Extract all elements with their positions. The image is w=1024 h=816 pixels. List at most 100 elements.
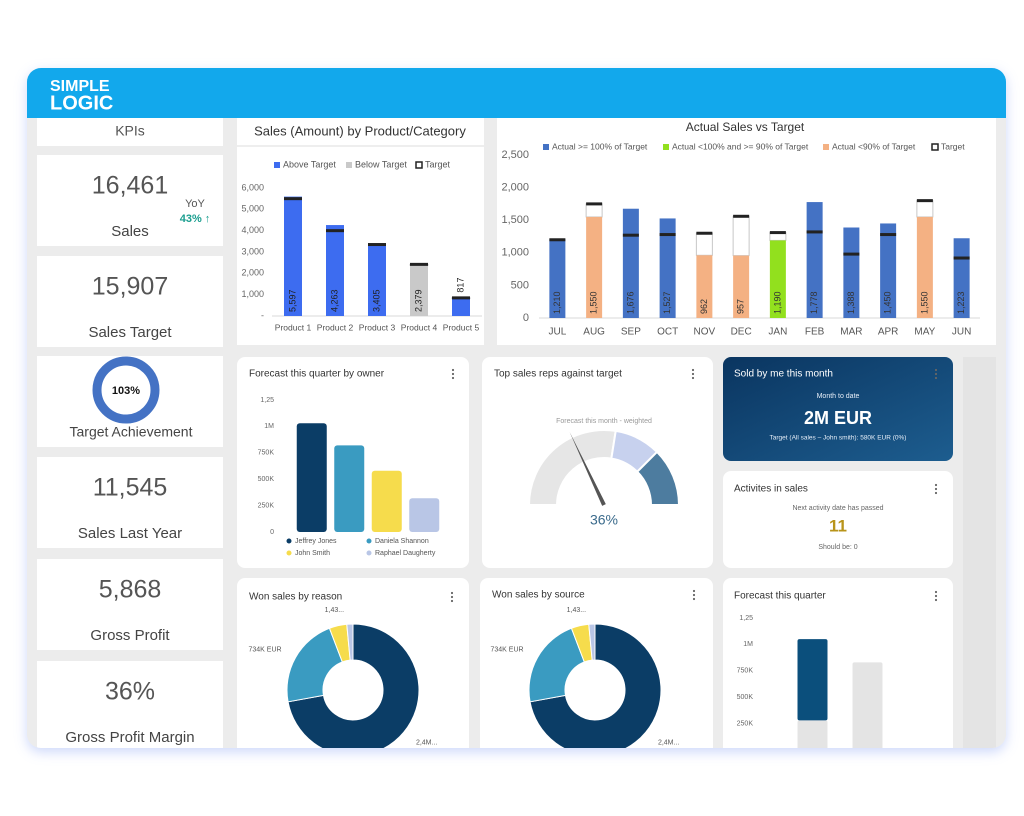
value-label: 1,676 [625,291,635,314]
bar [371,470,402,532]
y-tick-label: 2,000 [241,268,264,278]
kpi-label: Target Achievement [70,424,193,440]
panel [482,357,713,568]
menu-dot [934,594,938,598]
target-line [953,256,970,260]
legend-label: Jeffrey Jones [295,538,337,545]
chart-title: Actual Sales vs Target [686,120,805,134]
menu-button[interactable] [450,591,454,603]
menu-button[interactable] [934,368,938,380]
legend-label: Actual <90% of Target [832,141,916,151]
target-line [326,229,344,233]
y-tick-label: 250K [737,720,754,727]
kpi-label: Gross Profit [90,627,170,644]
kpi-label: Gross Profit Margin [65,729,194,746]
legend-label: Target [941,141,965,151]
donut-slice [529,623,662,748]
value-label: 1,190 [772,291,782,314]
menu-dot [934,372,938,376]
chart-title: Won sales by source [492,590,585,601]
x-tick-label: Product 3 [359,322,396,332]
x-tick-label: FEB [805,327,825,338]
chart-title: Top sales reps against target [494,369,622,380]
logo-top: SIMPLE [50,78,110,95]
panel [723,578,953,748]
menu-dot [692,589,696,593]
y-tick-label: 750K [258,450,275,457]
bar [452,298,470,316]
y-tick-label: 750K [737,668,754,675]
x-tick-label: NOV [694,327,716,338]
value-label: 1,527 [662,291,672,314]
menu-button[interactable] [934,483,938,495]
target-line [410,262,428,266]
kpi-value: 16,461 [92,172,168,200]
card-title: Sold by me this month [734,369,833,380]
y-tick-label: 1,000 [501,247,529,259]
value-label: 1,450 [883,291,893,314]
menu-dot [450,591,454,595]
y-tick-label: 4,000 [241,225,264,235]
slice-label: 734K EUR [248,647,281,654]
yoy-label: YoY [185,198,205,210]
kpi-label: Sales [111,223,149,240]
logo-bottom: LOGIC [50,92,113,114]
legend-label: John Smith [295,550,330,557]
kpi-value: 5,868 [99,576,162,604]
target-line [284,197,302,201]
donut-slice [287,623,420,748]
bar [843,227,860,318]
card-caption: Next activity date has passed [792,505,883,512]
bar [769,240,786,318]
side-strip [963,357,996,748]
menu-button[interactable] [691,368,695,380]
menu-dot [691,372,695,376]
target-line [452,296,470,300]
kpi-value: 36% [105,678,155,706]
panel-highlight [723,357,953,461]
slice-label: 1,43... [325,607,345,614]
x-tick-label: JAN [768,327,787,338]
kpi-card [37,661,223,748]
x-tick-label: MAR [840,327,862,338]
value-label: 4,263 [329,289,339,312]
x-tick-label: Product 2 [317,322,354,332]
slice-label: 2,4M... [416,739,437,746]
bar [659,218,676,318]
bar [368,243,386,316]
menu-dot [934,598,938,602]
value-label: 1,550 [919,291,929,314]
card-note: Should be: 0 [818,544,857,551]
menu-dot [934,368,938,372]
menu-dot [450,599,454,603]
target-line [586,202,603,206]
y-tick-label: 2,500 [501,149,529,161]
y-tick-label: 1M [743,641,753,648]
gauge-band [635,450,681,506]
bar-segment [797,720,828,748]
chart-title: Sales (Amount) by Product/Category [254,123,466,138]
y-tick-label: 1,25 [739,615,753,622]
target-line [368,243,386,247]
legend-label: Below Target [355,159,407,169]
legend-label: Actual >= 100% of Target [552,141,648,151]
menu-button[interactable] [692,589,696,601]
legend-swatch [823,144,829,150]
header-bar [27,68,1006,118]
chart-title: Forecast this quarter by owner [249,369,385,380]
legend-label: Actual <100% and >= 90% of Target [672,141,809,151]
legend-swatch [274,162,280,168]
target-line [659,233,676,237]
menu-dot [451,368,455,372]
menu-button[interactable] [451,368,455,380]
target-line [880,233,897,237]
x-tick-label: Product 5 [443,322,480,332]
menu-button[interactable] [934,590,938,602]
bar [334,445,365,532]
value-label: 1,778 [809,291,819,314]
x-tick-label: JUL [548,327,566,338]
value-label: 2,379 [413,289,423,312]
kpi-header-card [37,118,223,146]
y-tick-label: 5,000 [241,204,264,214]
y-tick-label: 3,000 [241,246,264,256]
